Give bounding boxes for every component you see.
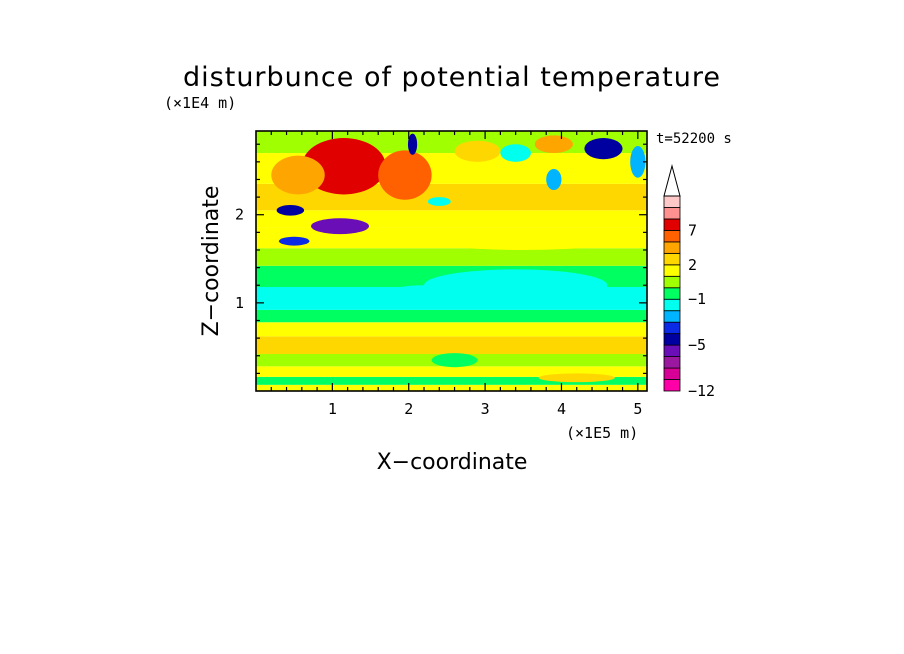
x-unit-label: (×1E5 m) (566, 424, 638, 442)
y-axis-label: Z−coordinate (199, 186, 224, 337)
colorbar-label: −1 (688, 290, 706, 308)
field-band (256, 248, 647, 266)
field-feature (424, 269, 608, 302)
field-feature (431, 353, 478, 368)
colorbar-swatch (663, 356, 681, 369)
field-feature (584, 138, 623, 160)
colorbar-swatch (663, 195, 681, 208)
field-band (256, 322, 647, 337)
y-tick-label: 2 (235, 206, 244, 224)
colorbar-label: 2 (688, 256, 697, 274)
y-unit-label: (×1E4 m) (164, 94, 236, 112)
x-tick-label: 4 (557, 400, 566, 418)
plot-frame (255, 130, 648, 392)
field-feature (538, 373, 615, 383)
field-feature (534, 135, 573, 154)
field-feature (276, 205, 305, 216)
field-band (256, 309, 647, 323)
colorbar-swatch (663, 333, 681, 346)
colorbar-extend-arrow (663, 164, 681, 197)
colorbar: −12−5−127 (663, 164, 715, 400)
colorbar-swatch (663, 252, 681, 266)
colorbar-swatch (663, 264, 681, 277)
y-tick-label: 1 (235, 294, 244, 312)
colorbar-swatch (663, 379, 681, 392)
colorbar-swatch (663, 344, 681, 357)
chart-title: disturbunce of potential temperature (183, 62, 721, 93)
colorbar-swatch (663, 310, 681, 323)
colorbar-swatch (663, 298, 681, 312)
contour-field (256, 131, 647, 391)
field-band (256, 376, 647, 385)
field-feature (427, 197, 451, 206)
field-feature (271, 155, 325, 195)
colorbar-swatch (663, 367, 681, 380)
field-band (256, 336, 647, 354)
colorbar-swatch (663, 207, 681, 220)
colorbar-label: 7 (688, 221, 697, 239)
x-axis: 1 2 3 4 5 (270, 131, 642, 418)
x-tick-label: 1 (328, 400, 337, 418)
field-feature (310, 218, 370, 235)
field-feature (278, 236, 310, 246)
colorbar-label: −5 (688, 336, 706, 354)
colorbar-swatch (663, 287, 681, 300)
x-tick-label: 3 (481, 400, 490, 418)
field-feature (454, 140, 501, 162)
time-label: t=52200 s (656, 131, 732, 147)
colorbar-swatch (663, 321, 681, 335)
field-feature (424, 228, 623, 250)
field-feature (546, 168, 562, 191)
field-feature (630, 145, 646, 178)
field-feature (385, 285, 463, 303)
x-tick-label: 2 (404, 400, 413, 418)
x-axis-label: X−coordinate (377, 450, 528, 475)
field-feature (407, 133, 418, 155)
x-tick-label: 5 (633, 400, 642, 418)
field-feature (378, 150, 432, 200)
field-band (256, 366, 647, 377)
colorbar-swatch (663, 218, 681, 231)
colorbar-label: −12 (688, 382, 715, 400)
field-band (256, 384, 647, 391)
colorbar-swatch (663, 241, 681, 254)
y-axis: 12 (235, 143, 647, 374)
field-feature (500, 144, 531, 162)
colorbar-swatch (663, 230, 681, 243)
colorbar-swatch (663, 275, 681, 289)
